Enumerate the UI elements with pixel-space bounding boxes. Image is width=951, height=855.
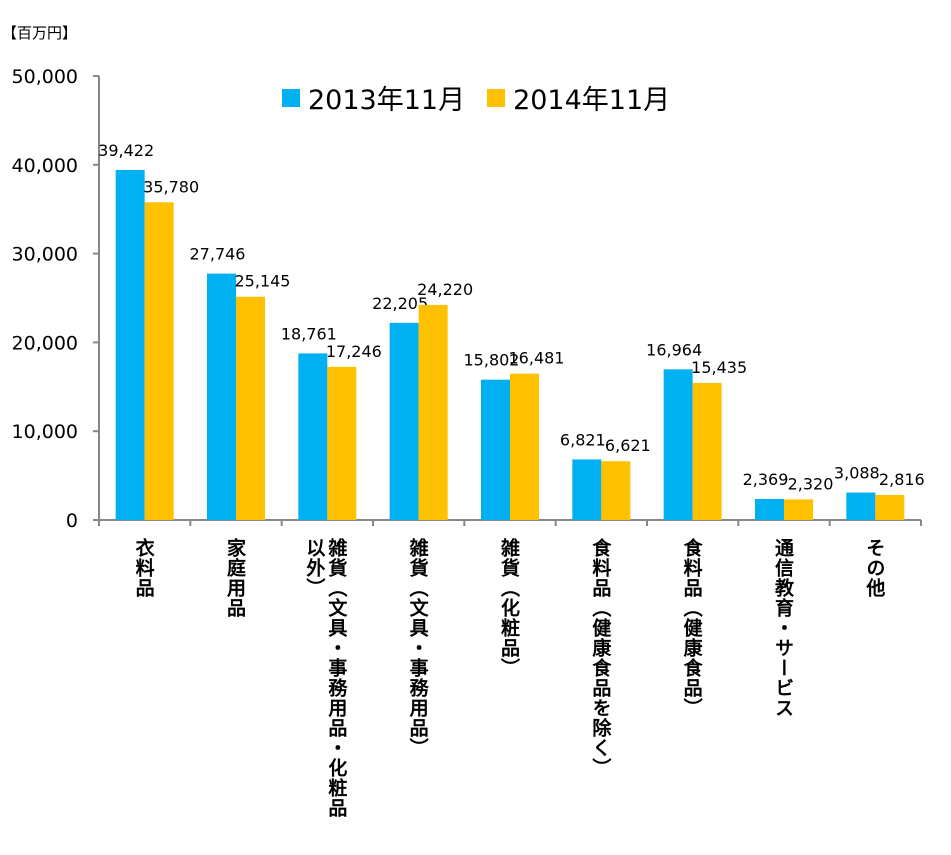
bar-2013 [663,369,693,520]
bar-2014 [692,382,722,520]
legend-label-2014: 2014年11月 [513,85,671,116]
data-label-2014: 17,246 [326,342,382,361]
bar-2014 [144,202,174,520]
legend-item-2014: 2014年11月 [487,78,670,117]
bar-2013 [207,273,236,520]
data-label-2013: 2,369 [743,470,789,489]
legend-item-2013: 2013年11月 [282,78,465,117]
data-label-2014: 35,780 [143,177,199,196]
bar-2014 [510,373,539,520]
y-tick-label: 0 [66,510,78,532]
data-label-2014: 25,145 [235,272,291,291]
category-label: 食料品（健康食品を除く） [589,538,612,778]
y-tick-label: 20,000 [12,332,78,354]
data-label-2013: 27,746 [190,245,246,264]
y-tick-label: 50,000 [12,66,78,88]
bar-2014 [236,296,265,520]
category-label: 家庭用品 [224,538,246,618]
category-label: 雑貨（文具・事務用品） [406,538,429,758]
legend-label-2013: 2013年11月 [308,85,466,116]
bar-2013 [115,169,145,521]
data-label-2013: 6,821 [560,430,606,449]
category-label: 食料品（健康食品） [680,538,703,718]
category-label: 雑貨（化粧品） [498,538,520,678]
data-label-2014: 24,220 [417,280,473,299]
bar-2014 [875,494,905,520]
y-tick-label: 40,000 [12,155,78,177]
data-label-2014: 2,816 [879,470,925,489]
category-label: 通信教育・サービス [772,538,794,718]
data-label-2013: 18,761 [281,324,337,343]
data-label-2013: 22,205 [372,294,428,313]
data-label-2013: 15,802 [464,351,520,370]
data-label-2013: 39,422 [98,141,154,160]
unit-label: 【百万円】 [2,24,78,42]
bar-2013 [481,379,510,520]
category-label: 雑貨（文具・事務用品・化粧品以外） [303,538,348,818]
category-label: 衣料品 [132,538,155,598]
y-tick-label: 10,000 [12,421,78,443]
bar-2013 [846,492,876,520]
bar-2014 [601,461,631,520]
category-label: その他 [863,538,886,598]
data-label-2014: 2,320 [788,474,834,493]
bar-2013 [389,322,419,520]
data-label-2014: 15,435 [691,358,747,377]
y-tick-label: 30,000 [12,244,78,266]
legend: 2013年11月 2014年11月 [282,78,692,117]
data-label-2014: 6,621 [605,436,651,455]
bar-2013 [298,353,328,520]
bar-2014 [784,499,813,520]
bar-2013 [755,498,784,520]
data-label-2013: 3,088 [834,464,880,483]
bar-2014 [418,304,448,520]
data-label-2014: 16,481 [509,349,565,368]
bar-2014 [327,366,357,520]
legend-swatch-2014 [487,88,506,107]
legend-swatch-2013 [282,88,300,107]
data-label-2013: 16,964 [646,340,702,359]
bar-2013 [572,459,602,520]
